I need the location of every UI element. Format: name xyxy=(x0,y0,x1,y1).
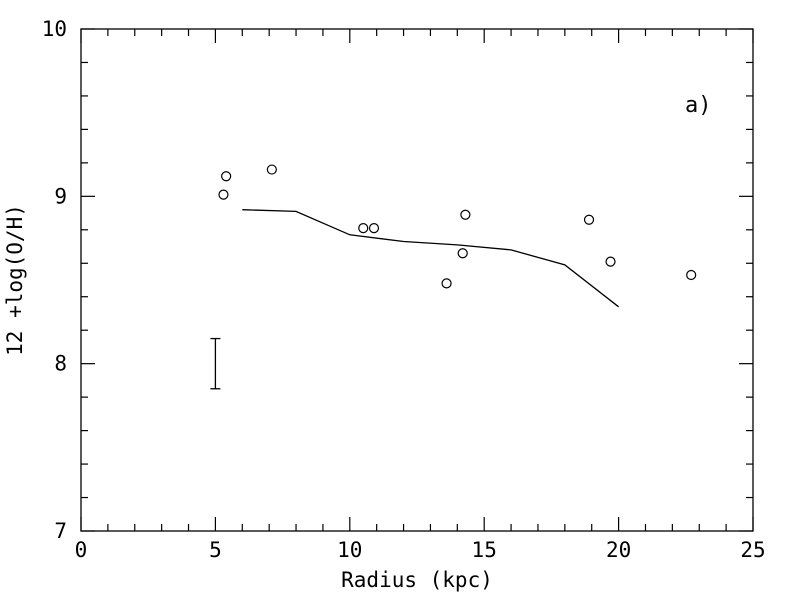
data-point xyxy=(583,214,595,225)
data-point xyxy=(368,223,380,234)
data-point xyxy=(218,189,229,200)
axis-tick-labels: 0 5 10 15 20 25 7 8 9 10 xyxy=(42,17,766,562)
data-point xyxy=(358,223,369,234)
data-point xyxy=(457,248,468,259)
data-point xyxy=(221,171,232,182)
x-axis-title: Radius (kpc) xyxy=(341,568,493,592)
x-tick-label: 15 xyxy=(472,538,497,562)
x-tick-label: 20 xyxy=(606,538,631,562)
y-tick-label: 8 xyxy=(54,352,67,376)
y-tick-label: 7 xyxy=(54,519,67,543)
y-tick-label: 10 xyxy=(42,17,67,41)
data-point xyxy=(441,278,452,289)
data-point xyxy=(460,209,471,220)
x-tick-label: 5 xyxy=(209,538,222,562)
x-tick-label: 10 xyxy=(337,538,362,562)
model-gradient-line xyxy=(242,209,619,308)
data-point xyxy=(605,256,616,267)
error-bar xyxy=(210,337,221,390)
data-series xyxy=(210,164,697,390)
data-point xyxy=(266,164,277,175)
data-point xyxy=(686,269,697,281)
y-tick-label: 9 xyxy=(54,184,67,208)
axis-ticks xyxy=(80,28,754,532)
x-tick-label: 0 xyxy=(75,538,88,562)
panel-label: a) xyxy=(685,93,712,118)
plot-frame xyxy=(80,28,754,532)
y-axis-title: 12 +log(O/H) xyxy=(3,204,27,356)
x-tick-label: 25 xyxy=(740,538,765,562)
